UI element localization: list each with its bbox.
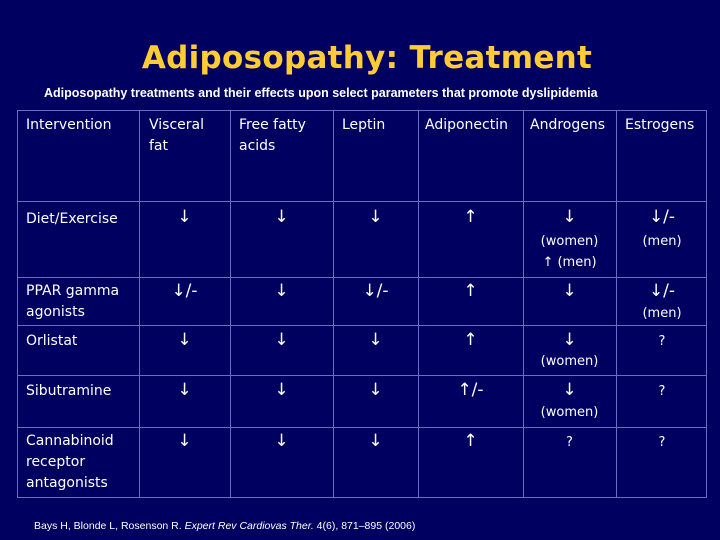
grid-line (418, 111, 419, 497)
row-diet-exercise-visceral-fat: ↓ (177, 207, 192, 227)
row-diet-exercise-adiponectin: ↑ (463, 207, 478, 227)
header-adiponectin: Adiponectin (425, 117, 508, 133)
row-orlistat-androgens-note: (women) (540, 354, 599, 369)
row-diet-exercise-estrogens-note: (men) (642, 234, 682, 249)
grid-line (616, 111, 617, 497)
grid-line (18, 201, 706, 202)
row-cannabinoid-ffa: ↓ (274, 431, 289, 451)
header-androgens: Androgens (530, 117, 606, 133)
row-orlistat-adiponectin: ↑ (463, 330, 478, 350)
header-visceral-fat: Visceral fat (149, 117, 204, 154)
header-leptin: Leptin (342, 117, 386, 133)
citation-journal: Expert Rev Cardiovas Ther. (184, 520, 314, 532)
row-diet-exercise-intervention: Diet/Exercise (26, 211, 118, 227)
row-cannabinoid-adiponectin: ↑ (463, 431, 478, 451)
row-diet-exercise-estrogens: ↓/- (648, 207, 676, 227)
row-orlistat-visceral-fat: ↓ (177, 330, 192, 350)
slide-subtitle: Adiposopathy treatments and their effect… (44, 86, 598, 100)
grid-line (523, 111, 524, 497)
row-diet-exercise-androgens-note: (women) (540, 234, 599, 249)
slide-title: Adiposopathy: Treatment (141, 40, 593, 76)
row-ppar-leptin: ↓/- (362, 281, 389, 301)
row-cannabinoid-visceral-fat: ↓ (177, 431, 192, 451)
row-orlistat-leptin: ↓ (368, 330, 383, 350)
row-sibutramine-adiponectin: ↑/- (457, 380, 484, 400)
row-sibutramine-leptin: ↓ (368, 380, 383, 400)
header-intervention: Intervention (26, 117, 112, 133)
row-ppar-estrogens: ↓/- (648, 281, 676, 301)
grid-line (18, 325, 706, 326)
row-sibutramine-visceral-fat: ↓ (177, 380, 192, 400)
row-sibutramine-androgens: ↓ (562, 380, 577, 400)
row-diet-exercise-ffa: ↓ (274, 207, 289, 227)
row-orlistat-ffa: ↓ (274, 330, 289, 350)
row-orlistat-androgens: ↓ (562, 330, 577, 350)
header-free-fatty-acids: Free fatty acids (239, 117, 306, 154)
row-cannabinoid-androgens: ? (566, 435, 573, 450)
row-ppar-adiponectin: ↑ (463, 281, 478, 301)
row-cannabinoid-estrogens: ? (658, 435, 666, 450)
row-orlistat-intervention: Orlistat (26, 333, 78, 349)
grid-line (230, 111, 231, 497)
grid-line (18, 277, 706, 278)
row-cannabinoid-intervention: Cannabinoid receptor antagonists (26, 433, 114, 491)
row-ppar-androgens: ↓ (562, 281, 577, 301)
row-sibutramine-intervention: Sibutramine (26, 383, 112, 399)
row-ppar-estrogens-note: (men) (642, 306, 682, 321)
citation-authors: Bays H, Blonde L, Rosenson R. (34, 520, 185, 532)
row-ppar-visceral-fat: ↓/- (171, 281, 198, 301)
grid-line (333, 111, 334, 497)
row-sibutramine-estrogens: ? (658, 384, 666, 399)
row-diet-exercise-androgens-extra: ↑ (men) (542, 255, 597, 270)
grid-line (18, 375, 706, 376)
row-sibutramine-androgens-note: (women) (540, 405, 599, 420)
citation: Bays H, Blonde L, Rosenson R. Expert Rev… (34, 520, 415, 532)
header-estrogens: Estrogens (625, 117, 695, 133)
grid-line (18, 427, 706, 428)
grid-line (139, 111, 140, 497)
treatment-table: Intervention Visceral fat Free fatty aci… (17, 110, 707, 498)
row-diet-exercise-androgens: ↓ (562, 207, 577, 227)
row-ppar-ffa: ↓ (274, 281, 289, 301)
row-orlistat-estrogens: ? (658, 334, 666, 349)
row-ppar-intervention: PPAR gamma agonists (26, 283, 120, 320)
row-sibutramine-ffa: ↓ (274, 380, 289, 400)
row-cannabinoid-leptin: ↓ (368, 431, 383, 451)
citation-details: 4(6), 871–895 (2006) (313, 520, 416, 532)
row-diet-exercise-leptin: ↓ (368, 207, 383, 227)
